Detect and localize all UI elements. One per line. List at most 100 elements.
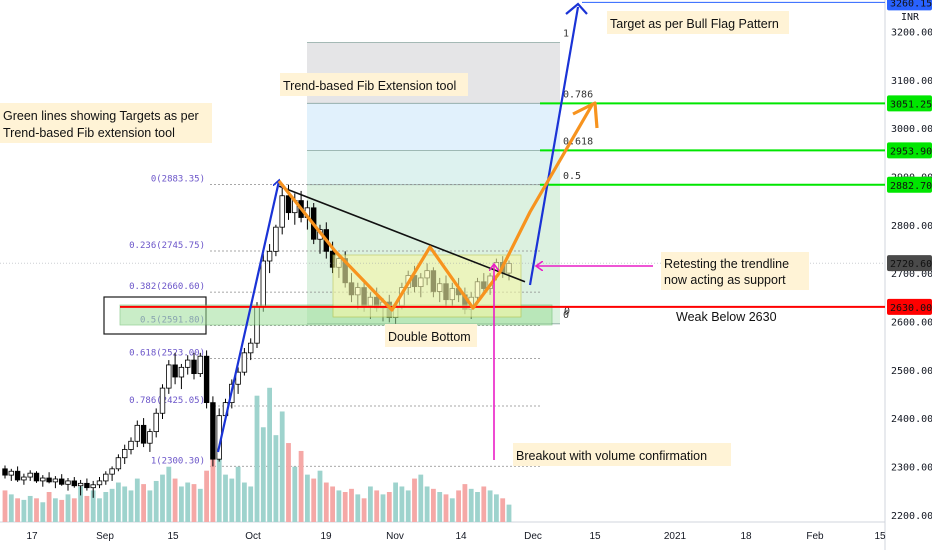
time-tick-label: Sep xyxy=(96,531,114,542)
volume-bar xyxy=(292,466,298,522)
descending-trendline xyxy=(278,185,526,283)
time-tick-label: 15 xyxy=(589,531,601,542)
candle-body xyxy=(84,482,90,489)
fib-tool-title-text: Trend-based Fib Extension tool xyxy=(283,79,456,93)
volume-bar xyxy=(166,466,172,522)
drawings-layer: 0 xyxy=(0,1,885,460)
candle-body xyxy=(166,364,172,389)
double-bottom-path xyxy=(277,104,594,312)
volume-bar xyxy=(223,474,228,522)
bull-flag-target-note-bg xyxy=(607,11,789,34)
time-axis[interactable]: 17 Sep 15 Oct 19 Nov 14 Dec 15 2021 18 Feb 15 xyxy=(26,531,886,542)
fib-retracement-label: 1(2300.30) xyxy=(151,456,205,466)
volume-bar xyxy=(506,504,512,522)
volume-bar xyxy=(475,492,480,522)
volume-bar xyxy=(216,447,222,522)
candle-body xyxy=(210,402,216,460)
volume-bar xyxy=(449,498,455,522)
price-badge[interactable]: 2720.60 xyxy=(887,255,932,272)
fib-extension-zone xyxy=(307,150,560,185)
volume-bar xyxy=(235,466,241,522)
price-badge-bg xyxy=(887,255,932,272)
volume-bar xyxy=(103,492,109,522)
volume-bar xyxy=(204,470,209,522)
volume-bar xyxy=(342,492,348,522)
volume-bar xyxy=(368,486,373,522)
volume-bar xyxy=(185,482,191,522)
fib-extension-zero-label: 0 xyxy=(564,306,570,317)
volume-bar xyxy=(34,498,39,522)
impulse-arrow xyxy=(216,181,279,453)
candle-body xyxy=(178,366,185,378)
candle-body xyxy=(159,387,166,414)
time-tick-label: 2021 xyxy=(664,531,687,542)
breakout-note-bg xyxy=(513,443,731,466)
volume-bar xyxy=(147,490,153,522)
fib-extension-ratio: 0.5 xyxy=(563,171,581,182)
volume-bar xyxy=(122,486,128,522)
time-tick-label: Feb xyxy=(806,531,824,542)
fib-extension-ratio: 0.618 xyxy=(563,136,593,147)
price-badge[interactable]: 3260.15 xyxy=(887,0,932,11)
orange-arrowhead xyxy=(572,101,599,129)
volume-bar xyxy=(84,495,90,522)
volume-bar xyxy=(229,478,235,522)
double-bottom-label-bg xyxy=(385,324,477,347)
double-bottom-label: Double Bottom xyxy=(385,324,477,347)
candle-body xyxy=(52,478,59,483)
price-tick-label: 2800.00 xyxy=(891,221,932,232)
volume-bar xyxy=(15,498,20,522)
retest-note-text: now acting as support xyxy=(664,273,786,287)
volume-bar xyxy=(179,486,184,522)
breakout-note: Breakout with volume confirmation xyxy=(513,443,731,466)
price-badge[interactable]: 2882.70 xyxy=(887,176,932,193)
candle-body xyxy=(128,440,134,450)
volume-bar xyxy=(431,488,436,522)
price-tick-label: 2300.00 xyxy=(891,462,932,473)
price-badge[interactable]: 3051.25 xyxy=(887,95,932,112)
price-tick-label: 2400.00 xyxy=(891,414,932,425)
volume-bar xyxy=(424,486,430,522)
price-badge[interactable]: 2953.90 xyxy=(887,142,932,159)
price-badge[interactable]: 2630.00 xyxy=(887,298,932,315)
volume-bar xyxy=(21,499,27,522)
volume-bar xyxy=(260,427,266,522)
price-tick-label: 2500.00 xyxy=(891,366,932,377)
volume-bar xyxy=(443,494,449,522)
candle-body xyxy=(172,364,178,378)
volume-bar xyxy=(267,387,272,522)
fib-extension-zone xyxy=(307,103,560,151)
price-badge-value: 3260.15 xyxy=(890,0,932,9)
candle-body xyxy=(40,477,46,482)
double-bottom-label-text: Double Bottom xyxy=(388,330,471,344)
volume-bar xyxy=(500,498,506,522)
volume-bar xyxy=(53,498,58,522)
fib-extension-ratio: 1 xyxy=(563,29,569,40)
annotations-layer: Green lines showing Targets as per Trend-… xyxy=(0,11,809,466)
volume-bar xyxy=(405,490,411,522)
volume-bar xyxy=(418,474,424,522)
candle-body xyxy=(109,468,115,475)
price-tick-label: 3000.00 xyxy=(891,124,932,135)
volume-bar xyxy=(2,490,8,522)
price-tick-label: 3100.00 xyxy=(891,76,932,87)
candle-body xyxy=(8,470,14,476)
price-axis[interactable]: 2200.00 2300.00 2400.00 2500.00 2600.00 2700.… xyxy=(887,0,932,522)
candle-body xyxy=(235,371,241,385)
volume-bar xyxy=(437,492,443,522)
fib-tool-title: Trend-based Fib Extension tool xyxy=(280,73,468,96)
green-targets-note-text: Green lines showing Targets as per xyxy=(3,109,199,123)
volume-bar xyxy=(386,492,392,522)
breakout-note-text: Breakout with volume confirmation xyxy=(516,449,707,463)
volume-bar xyxy=(210,458,216,522)
candle-body xyxy=(184,359,191,368)
candle-body xyxy=(77,482,84,487)
price-badge-value: 2953.90 xyxy=(890,146,932,157)
fib-retracement-label: 0.786(2425.05) xyxy=(129,396,205,406)
candle-body xyxy=(147,431,153,444)
volume-bar xyxy=(374,490,380,522)
candle-body xyxy=(2,468,8,476)
candle-body xyxy=(21,476,27,481)
volume-bar xyxy=(27,495,33,522)
